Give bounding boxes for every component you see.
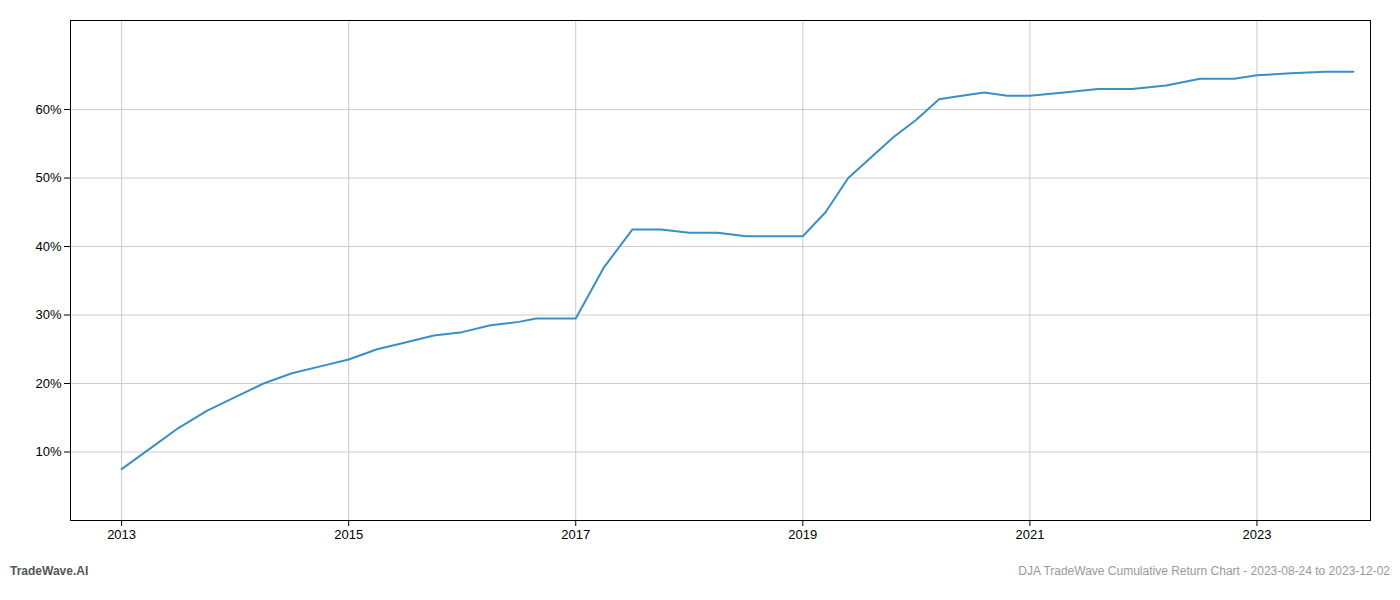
html-text:DJA TradeWave Cumulative Retur: DJA TradeWave Cumulative Return Chart - … <box>1018 564 1390 578</box>
svg-text:2017: 2017 <box>561 527 590 542</box>
svg-text:60%: 60% <box>35 102 61 117</box>
html-text:TradeWave.AI: TradeWave.AI <box>10 564 89 578</box>
svg-text:20%: 20% <box>35 376 61 391</box>
svg-text:50%: 50% <box>35 170 61 185</box>
svg-text:2021: 2021 <box>1015 527 1044 542</box>
svg-text:2015: 2015 <box>334 527 363 542</box>
svg-text:30%: 30% <box>35 307 61 322</box>
svg-text:40%: 40% <box>35 239 61 254</box>
svg-text:2019: 2019 <box>788 527 817 542</box>
svg-text:10%: 10% <box>35 444 61 459</box>
svg-text:2023: 2023 <box>1243 527 1272 542</box>
svg-text:2013: 2013 <box>107 527 136 542</box>
